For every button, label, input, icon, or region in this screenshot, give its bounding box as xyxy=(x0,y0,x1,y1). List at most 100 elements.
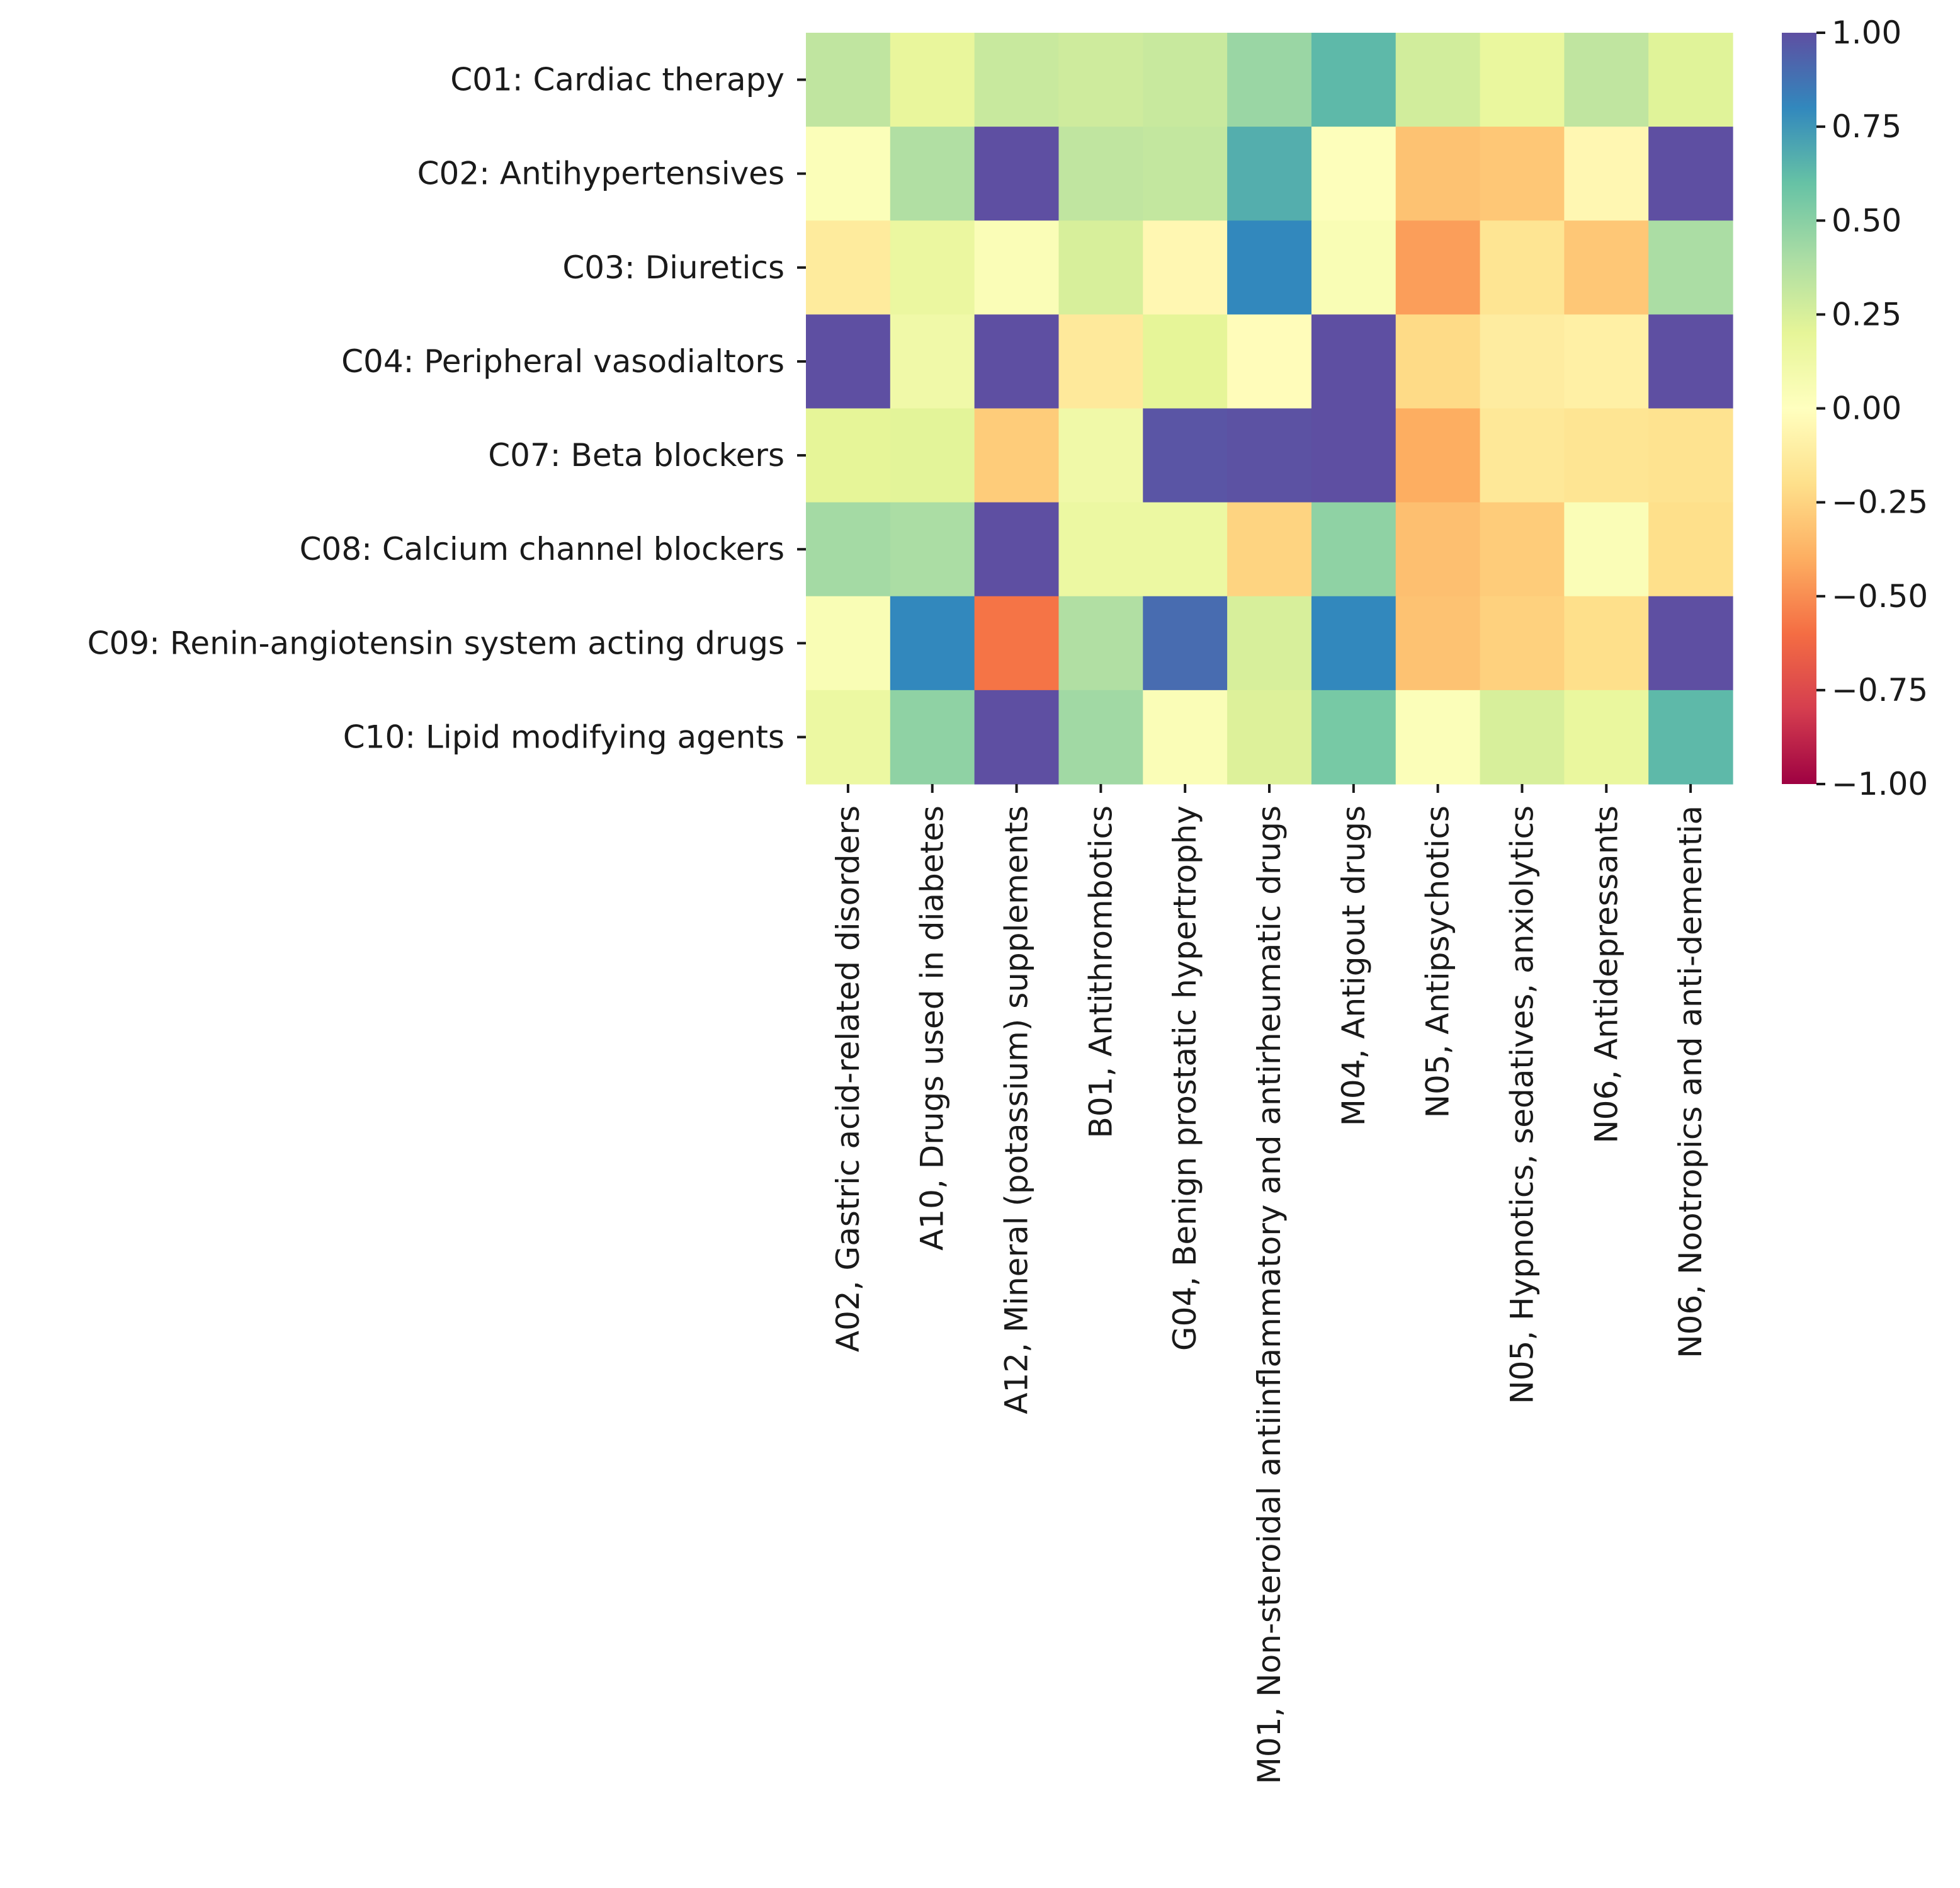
y-tick-label: C09: Renin-angiotensin system acting dru… xyxy=(88,625,785,661)
heatmap-cell xyxy=(1648,314,1733,409)
heatmap-cell xyxy=(1564,408,1649,503)
heatmap-cell xyxy=(1058,596,1143,691)
row-labels: C01: Cardiac therapy C02: Antihypertensiv… xyxy=(88,62,806,755)
heatmap-cell xyxy=(1648,690,1733,785)
x-tick-label: A02, Gastric acid-related disorders xyxy=(830,805,866,1352)
heatmap-cell xyxy=(1648,220,1733,315)
heatmap-cell xyxy=(1227,220,1312,315)
heatmap-cell xyxy=(1648,502,1733,597)
y-tick-label: C03: Diuretics xyxy=(562,249,785,286)
heatmap-cell xyxy=(1564,596,1649,691)
x-tick-label: M04, Antigout drugs xyxy=(1335,805,1372,1126)
heatmap-cell xyxy=(806,33,891,127)
x-tick-label: A10, Drugs used in diabetes xyxy=(914,805,951,1251)
heatmap-cell xyxy=(1648,33,1733,127)
heatmap-cell xyxy=(890,220,975,315)
x-tick-label: N06, Antidepressants xyxy=(1588,805,1624,1144)
heatmap-cell xyxy=(1311,596,1396,691)
colorbar-tick-label: −0.50 xyxy=(1832,578,1928,615)
heatmap-cell xyxy=(806,502,891,597)
heatmap-cell xyxy=(1564,33,1649,127)
heatmap-cell xyxy=(1480,33,1565,127)
x-tick-label: B01, Antithrombotics xyxy=(1082,805,1119,1139)
heatmap-cell xyxy=(1143,502,1228,597)
heatmap-cell xyxy=(1480,690,1565,785)
heatmap-cell xyxy=(890,33,975,127)
heatmap-cell xyxy=(1058,502,1143,597)
heatmap-cell xyxy=(1395,127,1481,221)
colorbar: 1.00 0.75 0.50 0.25 0.00 −0.25 −0.50 −0.75 −1.00 xyxy=(1782,14,1928,802)
y-tick-label: C07: Beta blockers xyxy=(488,437,785,474)
heatmap-cell xyxy=(1227,314,1312,409)
heatmap-cell xyxy=(974,596,1060,691)
heatmap-cell xyxy=(1227,690,1312,785)
heatmap-cell xyxy=(1143,596,1228,691)
heatmap-cell xyxy=(1480,314,1565,409)
heatmap-cell xyxy=(974,408,1060,503)
heatmap-cell xyxy=(1227,502,1312,597)
heatmap-cell xyxy=(1058,127,1143,221)
heatmap-cell xyxy=(1564,502,1649,597)
heatmap-cell xyxy=(974,314,1060,409)
y-tick-label: C02: Antihypertensives xyxy=(417,156,785,192)
heatmap-cell xyxy=(974,33,1060,127)
heatmap-cell xyxy=(1058,408,1143,503)
y-tick-label: C10: Lipid modifying agents xyxy=(343,719,785,755)
heatmap-cell xyxy=(1395,33,1481,127)
heatmap-cell xyxy=(1143,408,1228,503)
y-tick-label: C01: Cardiac therapy xyxy=(450,62,785,98)
heatmap-cell xyxy=(1564,690,1649,785)
x-tick-label: N05, Antipsychotics xyxy=(1420,805,1456,1118)
heatmap-cell xyxy=(806,408,891,503)
heatmap-cell xyxy=(806,314,891,409)
heatmap-cell xyxy=(1058,220,1143,315)
heatmap-cell xyxy=(1311,690,1396,785)
heatmap-cell xyxy=(890,314,975,409)
heatmap-cell xyxy=(890,690,975,785)
colorbar-tick-label: −0.25 xyxy=(1832,484,1928,521)
heatmap-cell xyxy=(1143,690,1228,785)
heatmap-cell xyxy=(1395,502,1481,597)
heatmap-cell xyxy=(1311,127,1396,221)
colorbar-tick-label: 1.00 xyxy=(1832,14,1901,51)
heatmap-cell xyxy=(806,596,891,691)
colorbar-tick-label: −0.75 xyxy=(1832,672,1928,708)
heatmap-cell xyxy=(806,690,891,785)
x-tick-label: N06, Nootropics and anti-dementia xyxy=(1672,805,1709,1358)
heatmap-cell xyxy=(1227,33,1312,127)
heatmap-cell xyxy=(1648,127,1733,221)
heatmap-cell xyxy=(974,502,1060,597)
heatmap-cells xyxy=(806,33,1733,785)
heatmap-cell xyxy=(1395,690,1481,785)
colorbar-gradient xyxy=(1782,33,1816,784)
heatmap-cell xyxy=(1143,127,1228,221)
x-tick-label: M01, Non-steroidal antiinflammatory and … xyxy=(1251,805,1288,1784)
heatmap-cell xyxy=(1311,220,1396,315)
heatmap-cell xyxy=(974,690,1060,785)
heatmap-cell xyxy=(1227,127,1312,221)
heatmap-cell xyxy=(1058,314,1143,409)
heatmap-cell xyxy=(806,220,891,315)
heatmap-cell xyxy=(1058,690,1143,785)
heatmap-cell xyxy=(1311,502,1396,597)
colorbar-tick-label: 0.00 xyxy=(1832,390,1901,427)
heatmap-cell xyxy=(1227,596,1312,691)
heatmap-cell xyxy=(1058,33,1143,127)
heatmap-cell xyxy=(1480,502,1565,597)
colorbar-tick-label: 0.75 xyxy=(1832,108,1901,145)
heatmap-cell xyxy=(1648,596,1733,691)
heatmap-cell xyxy=(1143,314,1228,409)
y-tick-label: C08: Calcium channel blockers xyxy=(300,531,785,567)
heatmap-cell xyxy=(1480,220,1565,315)
heatmap-cell xyxy=(1564,220,1649,315)
x-tick-label: A12, Mineral (potassium) supplements xyxy=(999,805,1035,1414)
heatmap-cell xyxy=(1395,220,1481,315)
x-tick-label: N05, Hypnotics, sedatives, anxiolytics xyxy=(1504,805,1540,1404)
heatmap-cell xyxy=(1143,33,1228,127)
heatmap-cell xyxy=(1648,408,1733,503)
heatmap-cell xyxy=(1311,408,1396,503)
heatmap-cell xyxy=(1395,596,1481,691)
heatmap-cell xyxy=(806,127,891,221)
heatmap-cell xyxy=(1480,127,1565,221)
